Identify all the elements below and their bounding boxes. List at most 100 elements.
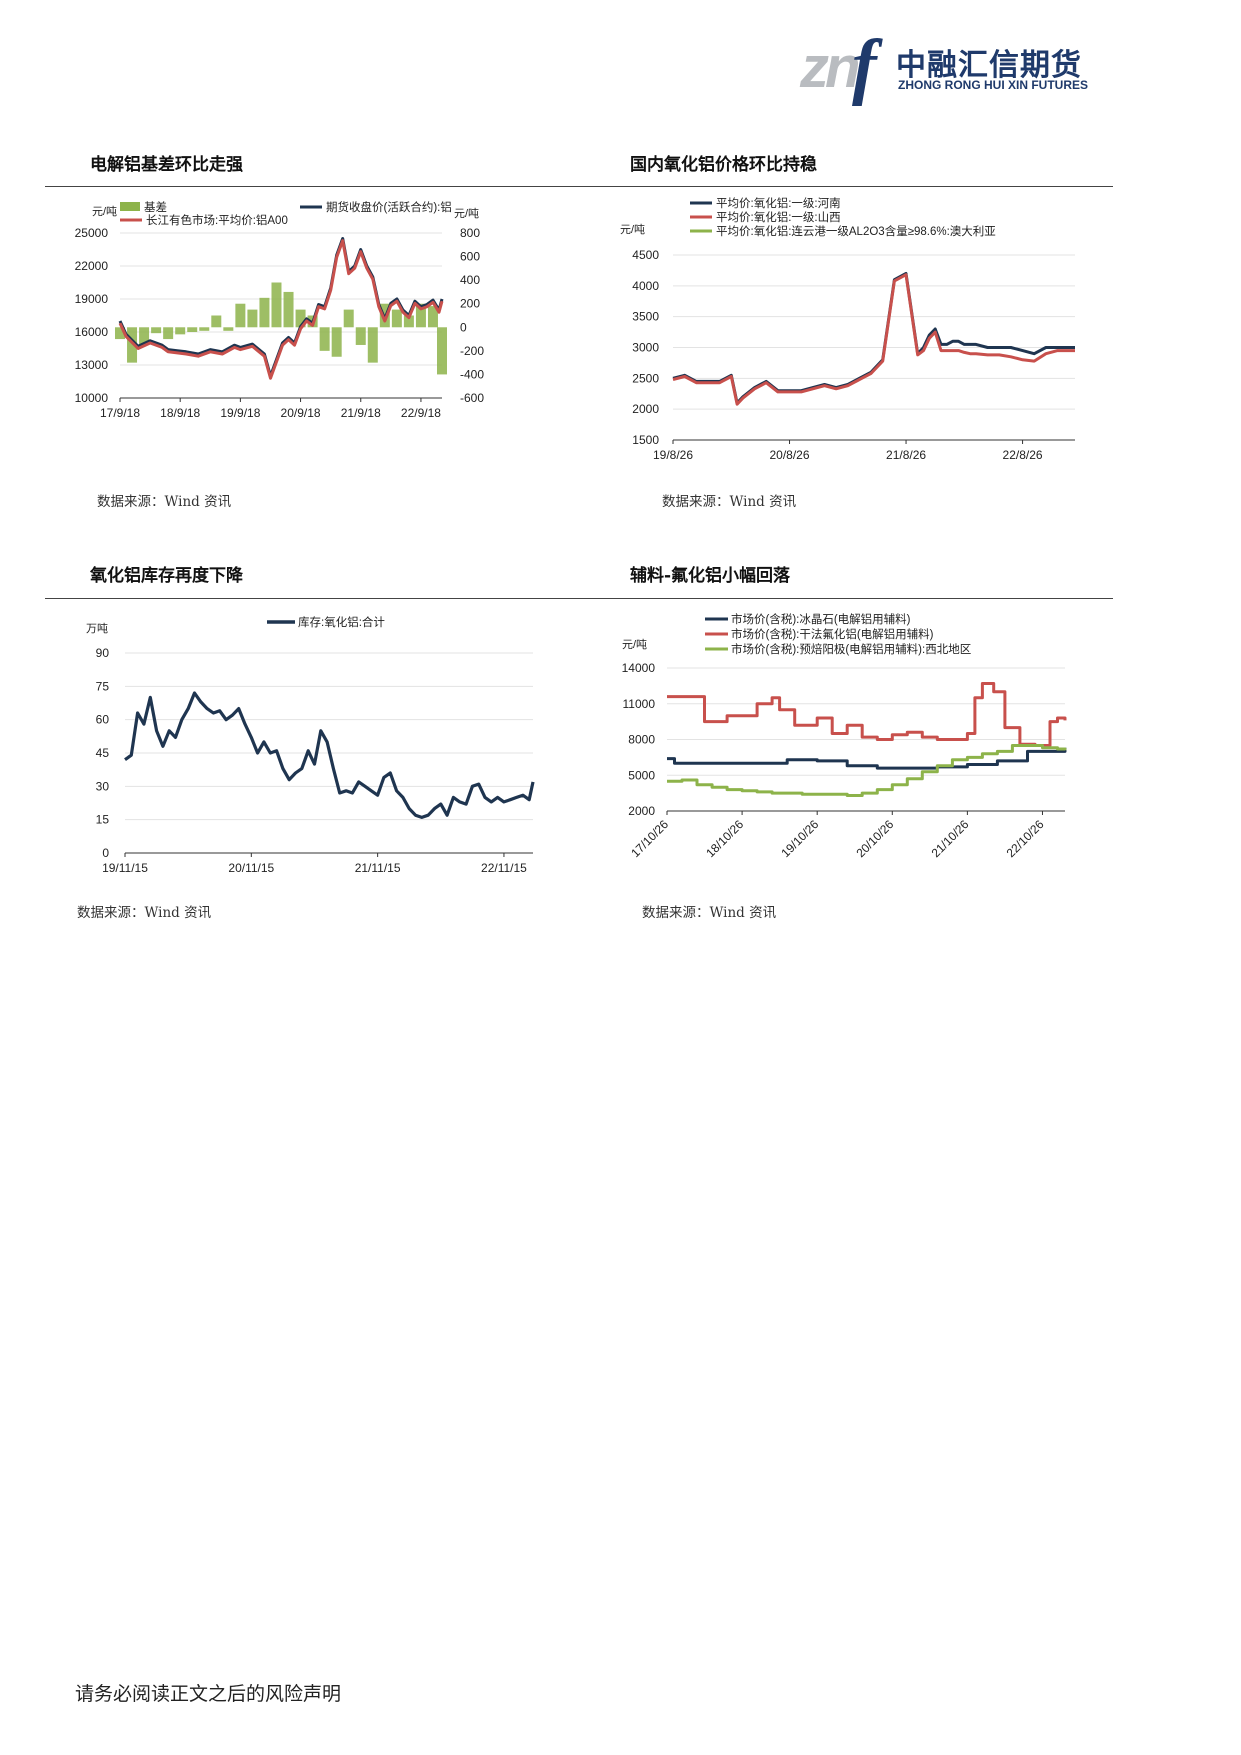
- x-tick-label: 17/9/18: [100, 406, 140, 420]
- y-left-tick-label: 19000: [75, 292, 109, 306]
- y-tick-label: 2500: [632, 371, 659, 385]
- legend-label: 平均价:氧化铝:一级:河南: [716, 196, 841, 210]
- legend-label: 市场价(含税):预焙阳极(电解铝用辅料):西北地区: [731, 642, 971, 656]
- legend-swatch: [120, 202, 140, 211]
- x-tick-label: 22/11/15: [481, 861, 527, 875]
- series-line: [667, 682, 1067, 747]
- basis-bar: [187, 327, 198, 332]
- logo-mark-f: f: [852, 25, 877, 107]
- basis-bar: [151, 327, 162, 334]
- section-title-3: 氧化铝库存再度下降: [90, 566, 243, 586]
- y-tick-label: 3000: [632, 341, 659, 355]
- legend-label: 基差: [144, 200, 167, 214]
- chart-basis: 10000 13000 16000 19000 22000 25000 -600 -400 -2…: [75, 200, 485, 420]
- y-right-tick-label: 0: [460, 320, 467, 334]
- logo-chinese-name: 中融汇信期货: [896, 48, 1082, 83]
- company-logo: zn f 中融汇信期货 ZHONG RONG HUI XIN FUTURES: [800, 25, 1090, 107]
- basis-bar: [175, 327, 186, 335]
- basis-bar: [343, 309, 354, 328]
- y-tick-label: 75: [96, 679, 110, 693]
- chart-aluminum-fluoride: 2000 5000 8000 11000 14000 元/吨 17/10/26 18/10/2…: [622, 612, 1067, 860]
- series-line: [667, 747, 1067, 770]
- basis-bar: [127, 327, 138, 363]
- source-note-3: 数据来源：Wind 资讯: [77, 905, 212, 921]
- section-title-2: 国内氧化铝价格环比持稳: [630, 155, 817, 175]
- y-right-tick-label: 400: [460, 273, 480, 287]
- basis-bar: [211, 315, 222, 328]
- legend-label: 长江有色市场:平均价:铝A00: [146, 213, 288, 227]
- legend-label: 平均价:氧化铝:连云港一级AL2O3含量≥98.6%:澳大利亚: [716, 224, 996, 238]
- section-divider: [45, 186, 1113, 187]
- x-tick-label: 17/10/26: [628, 817, 671, 860]
- y-unit: 元/吨: [622, 638, 647, 651]
- x-tick-label: 21/8/26: [886, 448, 926, 462]
- y-tick-label: 4500: [632, 248, 659, 262]
- chart-alumina-price: 1500 2000 2500 3000 3500 4000 4500 元/吨 19/8/26 20…: [620, 196, 1075, 462]
- x-tick-label: 19/9/18: [220, 406, 260, 420]
- basis-bar: [415, 303, 426, 328]
- basis-bar: [199, 327, 210, 331]
- x-tick-label: 19/11/15: [102, 861, 148, 875]
- x-tick-label: 19/8/26: [653, 448, 693, 462]
- y-left-unit: 元/吨: [92, 205, 117, 218]
- section-divider: [45, 598, 1113, 599]
- basis-bar: [403, 315, 414, 328]
- logo-english-name: ZHONG RONG HUI XIN FUTURES: [898, 78, 1089, 92]
- y-tick-label: 11000: [623, 697, 656, 711]
- y-tick-label: 4000: [632, 279, 659, 293]
- legend-label: 期货收盘价(活跃合约):铝: [326, 200, 452, 214]
- series-line: [667, 744, 1067, 797]
- x-tick-label: 22/8/26: [1003, 448, 1043, 462]
- x-tick-label: 22/9/18: [401, 406, 441, 420]
- x-tick-label: 19/10/26: [778, 817, 821, 860]
- y-right-tick-label: -600: [460, 391, 484, 405]
- y-tick-label: 60: [96, 713, 110, 727]
- y-right-tick-label: 800: [460, 226, 480, 240]
- y-tick-label: 5000: [628, 768, 655, 782]
- y-left-tick-label: 10000: [75, 391, 109, 405]
- y-right-tick-label: 200: [460, 297, 480, 311]
- chart-alumina-inventory: 0 15 30 45 60 75 90 万吨 19/11/15 20/11/15 21/11/15 2…: [86, 615, 535, 875]
- y-left-tick-label: 13000: [75, 358, 109, 372]
- source-note-4: 数据来源：Wind 资讯: [642, 905, 777, 921]
- basis-bar: [163, 327, 174, 340]
- basis-bar: [271, 282, 282, 328]
- y-tick-label: 2000: [632, 402, 659, 416]
- y-tick-label: 90: [96, 646, 110, 660]
- x-tick-label: 21/11/15: [355, 861, 401, 875]
- y-right-tick-label: -200: [460, 344, 484, 358]
- basis-bar: [139, 327, 150, 345]
- basis-bar: [259, 297, 270, 328]
- basis-bar: [331, 327, 342, 357]
- section-title-1: 电解铝基差环比走强: [90, 155, 243, 175]
- basis-bar: [247, 309, 258, 328]
- series-line: [118, 239, 444, 380]
- y-right-unit: 元/吨: [454, 207, 479, 220]
- basis-bar: [437, 327, 447, 375]
- basis-bar: [283, 291, 294, 328]
- x-tick-label: 18/9/18: [160, 406, 200, 420]
- x-tick-label: 22/10/26: [1004, 817, 1047, 860]
- y-tick-label: 0: [102, 846, 109, 860]
- y-tick-label: 14000: [622, 661, 656, 675]
- y-right-tick-label: -400: [460, 367, 484, 381]
- y-tick-label: 30: [96, 779, 110, 793]
- series-line: [672, 273, 1075, 406]
- y-tick-label: 8000: [628, 733, 655, 747]
- x-tick-label: 20/8/26: [769, 448, 809, 462]
- legend-label: 平均价:氧化铝:一级:山西: [716, 210, 841, 224]
- basis-bar: [115, 327, 125, 340]
- x-tick-label: 21/9/18: [341, 406, 381, 420]
- y-tick-label: 3500: [632, 310, 659, 324]
- y-tick-label: 2000: [628, 804, 655, 818]
- basis-bar: [427, 306, 438, 328]
- y-tick-label: 15: [96, 813, 110, 827]
- basis-bar: [391, 309, 402, 328]
- y-tick-label: 45: [96, 746, 110, 760]
- x-tick-label: 21/10/26: [929, 817, 972, 860]
- logo-mark: zn: [800, 35, 860, 100]
- basis-bar: [319, 327, 330, 351]
- y-left-tick-label: 16000: [75, 325, 109, 339]
- legend-label: 市场价(含税):冰晶石(电解铝用辅料): [731, 612, 911, 626]
- x-tick-label: 20/9/18: [281, 406, 321, 420]
